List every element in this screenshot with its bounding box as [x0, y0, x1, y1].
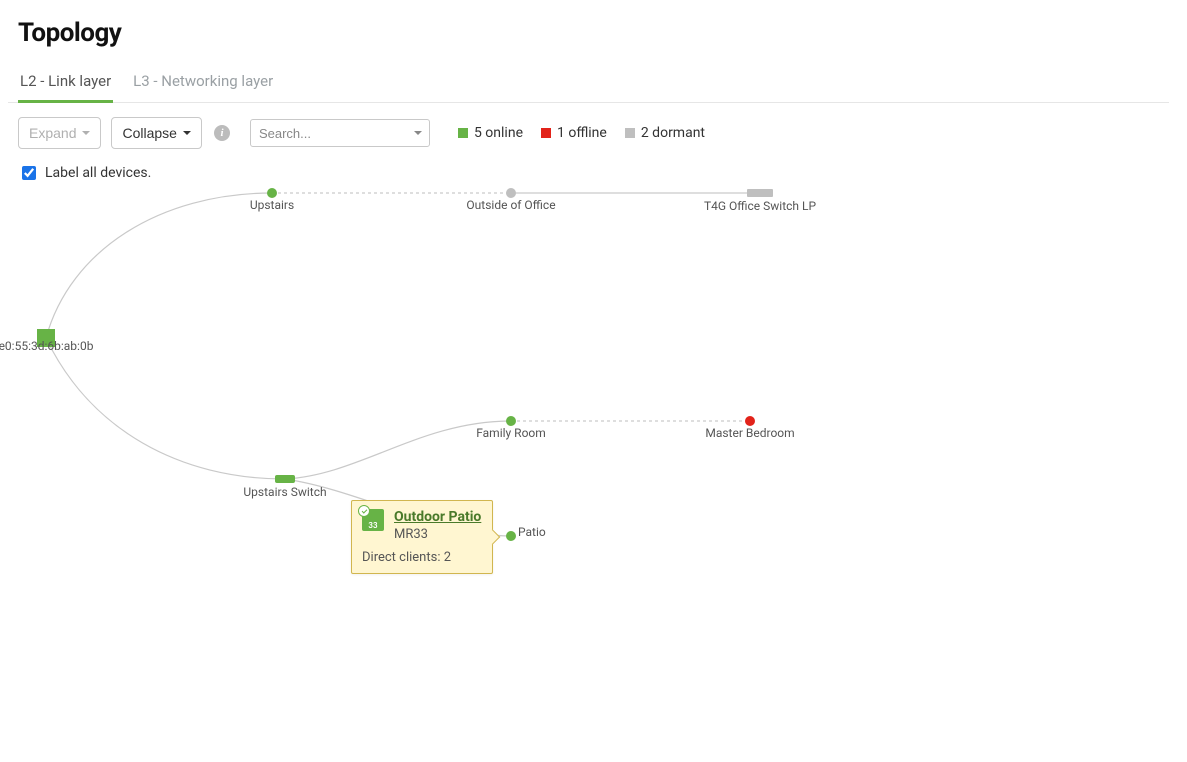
direct-clients-label: Direct clients: — [362, 550, 440, 565]
status-legend: 5 online 1 offline 2 dormant — [458, 125, 705, 141]
node-fam[interactable]: Family Room — [506, 416, 516, 426]
check-icon — [358, 505, 370, 517]
node-label: Upstairs Switch — [243, 485, 326, 499]
toolbar: Expand Collapse i 5 online 1 offline 2 dor… — [18, 117, 1169, 149]
device-name-link[interactable]: Outdoor Patio — [394, 509, 481, 525]
tab-bar: L2 - Link layer L3 - Networking layer — [8, 64, 1169, 103]
node-shape-icon — [267, 188, 277, 198]
node-label: Outside of Office — [466, 198, 555, 212]
node-up[interactable]: Upstairs — [267, 188, 277, 198]
device-tooltip: 33 Outdoor Patio MR33 Direct clients: 2 — [351, 500, 493, 574]
node-shape-icon — [275, 475, 295, 483]
status-swatch-icon — [625, 128, 635, 138]
status-offline: 1 offline — [541, 125, 607, 141]
node-oo[interactable]: Outside of Office — [506, 188, 516, 198]
label-all-devices-checkbox[interactable] — [22, 166, 36, 180]
node-shape-icon — [506, 188, 516, 198]
label-all-devices-label: Label all devices. — [45, 165, 151, 181]
node-usw[interactable]: Upstairs Switch — [275, 475, 295, 483]
node-t4g[interactable]: T4G Office Switch LP — [747, 189, 773, 197]
status-dormant: 2 dormant — [625, 125, 705, 141]
status-swatch-icon — [541, 128, 551, 138]
node-label: T4G Office Switch LP — [704, 199, 816, 213]
status-text: 1 offline — [557, 125, 607, 141]
tab-l3[interactable]: L3 - Networking layer — [131, 64, 275, 103]
direct-clients-row: Direct clients: 2 — [362, 550, 482, 565]
expand-button[interactable]: Expand — [18, 117, 101, 149]
device-model-badge: 33 — [362, 522, 384, 530]
page-title: Topology — [18, 18, 1169, 48]
node-label: Family Room — [476, 426, 546, 440]
node-shape-icon — [506, 531, 516, 541]
tab-l2[interactable]: L2 - Link layer — [18, 64, 113, 103]
node-label: Patio — [518, 525, 546, 539]
search-input[interactable] — [250, 119, 430, 147]
info-icon[interactable]: i — [214, 125, 230, 141]
node-shape-icon — [747, 189, 773, 197]
collapse-button[interactable]: Collapse — [111, 117, 201, 149]
node-shape-icon — [506, 416, 516, 426]
chevron-down-icon — [183, 131, 191, 135]
search-wrap — [250, 119, 430, 147]
node-mbr[interactable]: Master Bedroom — [745, 416, 755, 426]
node-patio[interactable]: Patio — [506, 531, 516, 541]
status-online: 5 online — [458, 125, 523, 141]
node-label: Upstairs — [250, 198, 294, 212]
expand-button-label: Expand — [29, 125, 76, 141]
device-status-icon: 33 — [362, 509, 384, 531]
device-model-label: MR33 — [394, 527, 481, 542]
node-shape-icon — [745, 416, 755, 426]
status-swatch-icon — [458, 128, 468, 138]
node-root[interactable]: e0:55:3d:6b:ab:0b — [37, 329, 55, 347]
chevron-down-icon[interactable] — [414, 131, 422, 135]
node-label: e0:55:3d:6b:ab:0b — [0, 339, 93, 353]
node-label: Master Bedroom — [705, 426, 794, 440]
chevron-down-icon — [82, 131, 90, 135]
label-all-devices-row[interactable]: Label all devices. — [18, 163, 1169, 183]
status-text: 5 online — [474, 125, 523, 141]
collapse-button-label: Collapse — [122, 125, 176, 141]
status-text: 2 dormant — [641, 125, 705, 141]
direct-clients-value: 2 — [444, 550, 451, 565]
